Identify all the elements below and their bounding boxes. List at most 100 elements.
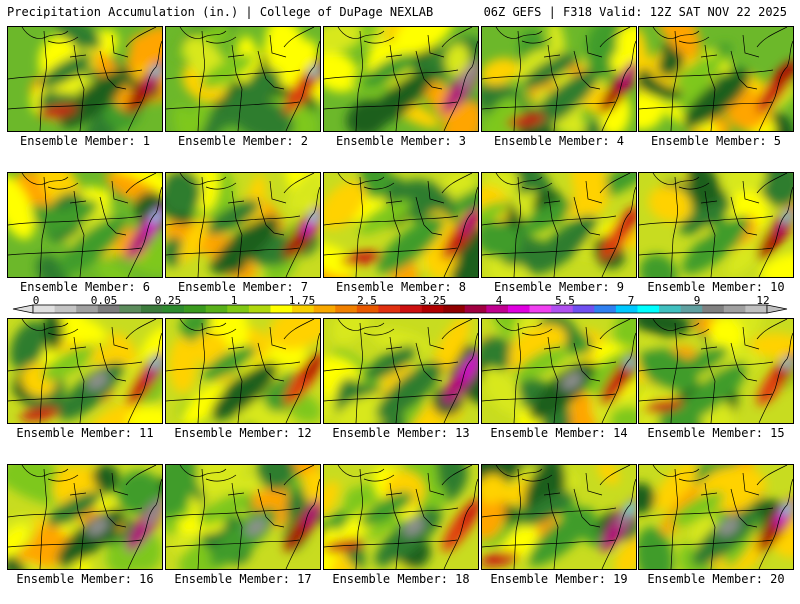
ensemble-panel: Ensemble Member: 6 xyxy=(7,172,163,312)
colorbar-label: 4 xyxy=(496,296,503,307)
ensemble-label: Ensemble Member: 16 xyxy=(16,572,154,586)
ensemble-label: Ensemble Member: 7 xyxy=(177,280,309,294)
colorbar-swatch xyxy=(76,305,99,313)
precip-map xyxy=(165,464,321,570)
colorbar-swatch xyxy=(421,305,444,313)
ensemble-panel: Ensemble Member: 18 xyxy=(323,464,479,604)
ensemble-label: Ensemble Member: 5 xyxy=(650,134,782,148)
colorbar-swatch xyxy=(227,305,250,313)
ensemble-label: Ensemble Member: 13 xyxy=(332,426,470,440)
colorbar-swatch xyxy=(248,305,271,313)
ensemble-label: Ensemble Member: 2 xyxy=(177,134,309,148)
colorbar-label: 1 xyxy=(231,296,238,307)
precip-map xyxy=(638,464,794,570)
precip-map xyxy=(323,464,479,570)
ensemble-panel: Ensemble Member: 10 xyxy=(638,172,794,312)
colorbar-swatch xyxy=(486,305,509,313)
colorbar: 0 0.05 0.25 1 1.75 2.5 3.25 4 5.5 7 9 12 xyxy=(12,296,788,314)
precip-map xyxy=(323,172,479,278)
ensemble-label: Ensemble Member: 4 xyxy=(493,134,625,148)
colorbar-left-arrow xyxy=(12,304,34,314)
colorbar-swatch xyxy=(637,305,660,313)
colorbar-swatch xyxy=(335,305,358,313)
colorbar-label: 3.25 xyxy=(420,296,447,307)
ensemble-label: Ensemble Member: 1 xyxy=(19,134,151,148)
colorbar-right-arrow xyxy=(766,304,788,314)
precip-map xyxy=(7,26,163,132)
colorbar-swatch xyxy=(313,305,336,313)
colorbar-swatch xyxy=(551,305,574,313)
colorbar-swatch xyxy=(464,305,487,313)
colorbar-swatch xyxy=(270,305,293,313)
ensemble-label: Ensemble Member: 14 xyxy=(490,426,628,440)
precip-map xyxy=(7,464,163,570)
ensemble-panel: Ensemble Member: 2 xyxy=(165,26,321,166)
colorbar-label: 0 xyxy=(33,296,40,307)
colorbar-swatch xyxy=(400,305,422,313)
precip-map xyxy=(481,172,637,278)
ensemble-panel: Ensemble Member: 16 xyxy=(7,464,163,604)
colorbar-swatch xyxy=(680,305,703,313)
ensemble-label: Ensemble Member: 10 xyxy=(647,280,785,294)
precip-map xyxy=(481,26,637,132)
ensemble-panel: Ensemble Member: 8 xyxy=(323,172,479,312)
precip-map xyxy=(638,172,794,278)
ensemble-panel: Ensemble Member: 11 xyxy=(7,318,163,458)
ensemble-label: Ensemble Member: 3 xyxy=(335,134,467,148)
ensemble-label: Ensemble Member: 17 xyxy=(174,572,312,586)
ensemble-label: Ensemble Member: 18 xyxy=(332,572,470,586)
colorbar-swatch xyxy=(745,305,768,313)
ensemble-panel: Ensemble Member: 7 xyxy=(165,172,321,312)
ensemble-panel: Ensemble Member: 20 xyxy=(638,464,794,604)
colorbar-swatch xyxy=(723,305,746,313)
colorbar-swatch xyxy=(378,305,401,313)
ensemble-panel: Ensemble Member: 3 xyxy=(323,26,479,166)
colorbar-swatch xyxy=(292,305,314,313)
colorbar-swatch xyxy=(97,305,120,313)
ensemble-label: Ensemble Member: 12 xyxy=(174,426,312,440)
colorbar-label: 0.25 xyxy=(155,296,182,307)
ensemble-label: Ensemble Member: 6 xyxy=(19,280,151,294)
colorbar-swatch xyxy=(702,305,725,313)
colorbar-swatch xyxy=(572,305,595,313)
colorbar-swatch xyxy=(443,305,466,313)
colorbar-swatch xyxy=(184,305,207,313)
ensemble-panel: Ensemble Member: 15 xyxy=(638,318,794,458)
ensemble-panel: Ensemble Member: 19 xyxy=(481,464,637,604)
ensemble-panel: Ensemble Member: 1 xyxy=(7,26,163,166)
colorbar-swatch xyxy=(33,305,55,313)
precip-map xyxy=(638,318,794,424)
ensemble-label: Ensemble Member: 9 xyxy=(493,280,625,294)
ensemble-panel: Ensemble Member: 5 xyxy=(638,26,794,166)
colorbar-label: 12 xyxy=(756,296,769,307)
colorbar-swatch xyxy=(659,305,681,313)
precip-map xyxy=(165,26,321,132)
precip-map xyxy=(323,26,479,132)
ensemble-label: Ensemble Member: 15 xyxy=(647,426,785,440)
colorbar-swatch xyxy=(507,305,530,313)
precip-map xyxy=(481,318,637,424)
colorbar-label: 1.75 xyxy=(289,296,316,307)
ensemble-label: Ensemble Member: 11 xyxy=(16,426,154,440)
precip-map xyxy=(7,172,163,278)
precip-map xyxy=(638,26,794,132)
ensemble-label: Ensemble Member: 19 xyxy=(490,572,628,586)
colorbar-label: 5.5 xyxy=(555,296,575,307)
ensemble-label: Ensemble Member: 8 xyxy=(335,280,467,294)
colorbar-swatch xyxy=(594,305,617,313)
ensemble-panel: Ensemble Member: 17 xyxy=(165,464,321,604)
colorbar-swatch xyxy=(205,305,228,313)
run-info: 06Z GEFS | F318 Valid: 12Z SAT NOV 22 20… xyxy=(483,5,787,19)
colorbar-swatches xyxy=(32,304,768,314)
ensemble-panel: Ensemble Member: 13 xyxy=(323,318,479,458)
colorbar-swatch xyxy=(54,305,77,313)
ensemble-panel: Ensemble Member: 14 xyxy=(481,318,637,458)
ensemble-label: Ensemble Member: 20 xyxy=(647,572,785,586)
ensemble-panel: Ensemble Member: 12 xyxy=(165,318,321,458)
ensemble-panel: Ensemble Member: 9 xyxy=(481,172,637,312)
precip-map xyxy=(481,464,637,570)
precip-map xyxy=(165,318,321,424)
precip-map xyxy=(323,318,479,424)
colorbar-label: 2.5 xyxy=(357,296,377,307)
colorbar-label: 0.05 xyxy=(91,296,118,307)
